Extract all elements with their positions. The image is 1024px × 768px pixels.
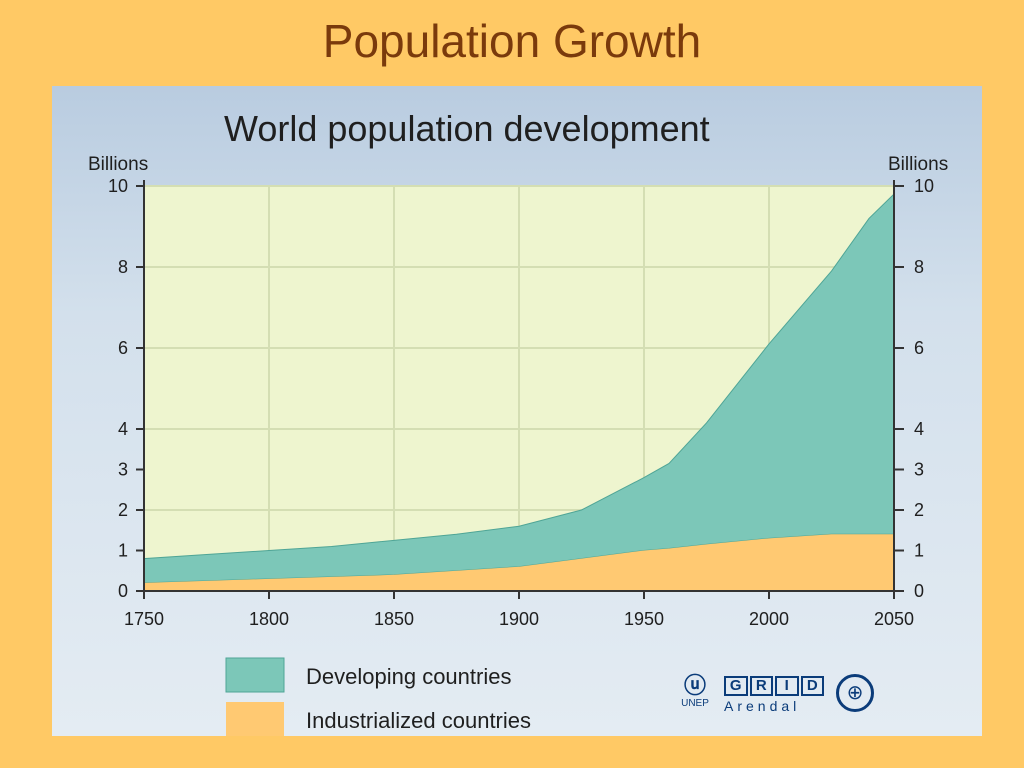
y-tick-label-right-4: 4: [914, 419, 924, 439]
legend-swatch-developing: [225, 657, 285, 693]
un-emblem-icon: ⊕: [836, 674, 874, 712]
y-tick-label-left-1: 1: [118, 541, 128, 561]
chart-title: World population development: [224, 108, 710, 149]
y-tick-label-left-3: 3: [118, 460, 128, 480]
y-tick-label-left-6: 6: [118, 338, 128, 358]
y-tick-label-right-0: 0: [914, 581, 924, 601]
logo-group: ⓤ UNEP G R I D Arendal ⊕: [674, 674, 884, 714]
x-tick-label-2000: 2000: [749, 609, 789, 629]
x-tick-label-1850: 1850: [374, 609, 414, 629]
grid-letter-i: I: [775, 676, 799, 696]
y-axis-label-left: Billions: [88, 154, 148, 175]
x-tick-label-1800: 1800: [249, 609, 289, 629]
y-tick-label-right-1: 1: [914, 541, 924, 561]
x-tick-label-1950: 1950: [624, 609, 664, 629]
grid-arendal-logo: G R I D Arendal: [724, 676, 824, 714]
legend-label-developing: Developing countries: [306, 664, 511, 689]
grid-letter-d: D: [800, 676, 824, 696]
x-tick-label-1750: 1750: [124, 609, 164, 629]
legend-swatch-industrialized: [226, 702, 284, 736]
y-tick-label-left-0: 0: [118, 581, 128, 601]
grid-letter-g: G: [724, 676, 748, 696]
y-tick-label-right-10: 10: [914, 176, 934, 196]
y-tick-label-left-8: 8: [118, 257, 128, 277]
y-tick-label-right-2: 2: [914, 500, 924, 520]
y-axis-label-right: Billions: [888, 154, 948, 175]
unep-label: UNEP: [681, 698, 709, 709]
x-tick-label-2050: 2050: [874, 609, 914, 629]
chart-panel: World population development Billions Bi…: [52, 86, 982, 736]
y-tick-label-right-8: 8: [914, 257, 924, 277]
grid-arendal-label: Arendal: [724, 698, 801, 714]
y-tick-label-left-4: 4: [118, 419, 128, 439]
y-tick-label-left-10: 10: [108, 176, 128, 196]
y-tick-label-right-3: 3: [914, 460, 924, 480]
slide-title: Population Growth: [322, 15, 702, 67]
unep-logo-icon: ⓤ UNEP: [681, 673, 709, 710]
grid-letter-r: R: [749, 676, 773, 696]
x-tick-label-1900: 1900: [499, 609, 539, 629]
y-tick-label-right-6: 6: [914, 338, 924, 358]
industrialized-countries-area: [144, 534, 894, 591]
y-tick-label-left-2: 2: [118, 500, 128, 520]
legend-label-industrialized: Industrialized countries: [306, 708, 531, 733]
population-chart: World population development Billions Bi…: [88, 108, 948, 736]
